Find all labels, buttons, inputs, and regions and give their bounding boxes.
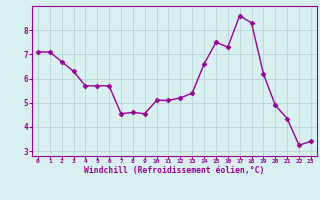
X-axis label: Windchill (Refroidissement éolien,°C): Windchill (Refroidissement éolien,°C) xyxy=(84,166,265,175)
